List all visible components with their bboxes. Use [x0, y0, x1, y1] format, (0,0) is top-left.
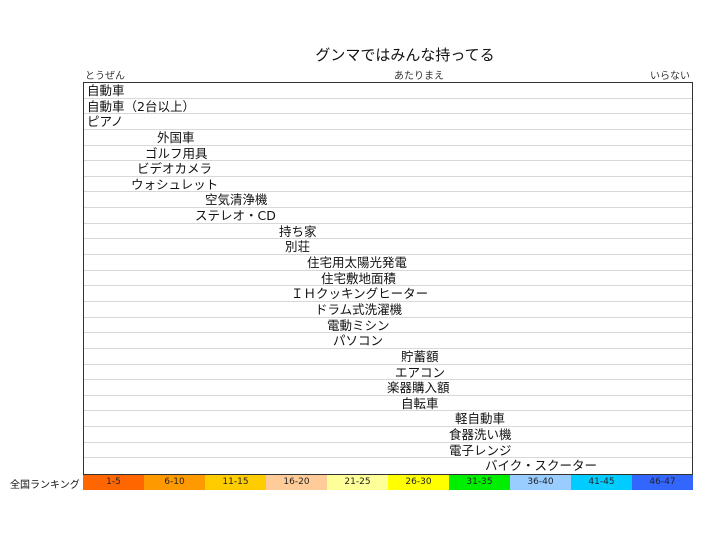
item-label: ビデオカメラ — [137, 161, 213, 177]
table-row: ウォシュレット — [84, 177, 692, 193]
item-label: 食器洗い機 — [449, 427, 512, 443]
chart-box: 自動車 自動車（2台以上） ピアノ外国車 ゴルフ用具 ビデオカメラ ウォシュレット 空気清浄… — [83, 82, 693, 475]
item-label: 別荘 — [285, 239, 311, 255]
item-label: バイク・スクーター — [485, 458, 598, 474]
table-row: 楽器購入額 — [84, 380, 692, 396]
item-label: 住宅用太陽光発電 — [307, 255, 408, 271]
table-row: ドラム式洗濯機 — [84, 302, 692, 318]
item-label: 住宅敷地面積 — [321, 270, 397, 286]
table-row: ゴルフ用具 — [84, 146, 692, 162]
legend-segment: 46-47 — [632, 475, 693, 490]
legend-segment: 11-15 — [205, 475, 266, 490]
item-label: 自動車（2台以上） — [87, 98, 195, 114]
item-label: 外国車 — [157, 129, 195, 145]
table-row: 軽自動車 — [84, 411, 692, 428]
axis-label-left: とうぜん — [85, 71, 125, 82]
table-row: 住宅敷地面積 — [84, 271, 692, 287]
legend-segment: 1-5 — [83, 475, 144, 490]
table-row: 住宅用太陽光発電 — [84, 255, 692, 271]
item-label: 空気清浄機 — [205, 192, 268, 208]
table-row: 別荘 — [84, 239, 692, 256]
legend-segment: 41-45 — [571, 475, 632, 490]
table-row: エアコン — [84, 365, 692, 381]
table-row: 空気清浄機 — [84, 192, 692, 209]
item-label: 持ち家 — [279, 223, 317, 239]
item-label: 自転車 — [401, 395, 439, 411]
item-label: ピアノ — [87, 114, 124, 130]
table-row: ステレオ・CD — [84, 208, 692, 224]
table-row: 貯蓄額 — [84, 349, 692, 365]
item-label: 電動ミシン — [327, 317, 390, 333]
table-row: 持ち家 — [84, 224, 692, 240]
table-row: パソコン — [84, 333, 692, 349]
legend-segment: 36-40 — [510, 475, 571, 490]
table-row: バイク・スクーター — [84, 458, 692, 474]
chart-title: グンマではみんな持ってる — [315, 46, 495, 64]
table-row: 外国車 — [84, 130, 692, 146]
item-label: 貯蓄額 — [401, 348, 439, 364]
table-row: 自動車 — [84, 83, 692, 99]
item-label: ゴルフ用具 — [145, 145, 208, 161]
item-label: ステレオ・CD — [195, 208, 276, 224]
item-label: ウォシュレット — [131, 176, 219, 192]
table-row: ビデオカメラ — [84, 161, 692, 177]
ranking-legend: 1-5 6-10 11-15 16-20 21-25 26-30 31-35 36-40 41-… — [83, 475, 693, 490]
legend-segment: 6-10 — [144, 475, 205, 490]
table-row: 自動車（2台以上） — [84, 99, 692, 115]
table-row: ピアノ — [84, 114, 692, 130]
table-row: 自転車 — [84, 396, 692, 412]
legend-segment: 16-20 — [266, 475, 327, 490]
item-label: パソコン — [333, 333, 384, 349]
legend-segment: 26-30 — [388, 475, 449, 490]
legend-title: 全国ランキング — [10, 480, 80, 491]
axis-label-center: あたりまえ — [394, 71, 444, 82]
table-row: ＩＨクッキングヒーター — [84, 286, 692, 302]
item-label: ドラム式洗濯機 — [315, 301, 403, 317]
item-label: 軽自動車 — [455, 411, 506, 427]
item-label: エアコン — [395, 364, 446, 380]
legend-segment: 31-35 — [449, 475, 510, 490]
legend-segment: 21-25 — [327, 475, 388, 490]
item-label: 電子レンジ — [449, 442, 512, 458]
table-row: 食器洗い機 — [84, 427, 692, 443]
item-label: 自動車 — [87, 83, 125, 98]
table-row: 電子レンジ — [84, 443, 692, 459]
item-label: 楽器購入額 — [387, 380, 450, 396]
table-row: 電動ミシン — [84, 318, 692, 334]
axis-label-right: いらない — [650, 71, 690, 82]
item-label: ＩＨクッキングヒーター — [291, 286, 429, 302]
